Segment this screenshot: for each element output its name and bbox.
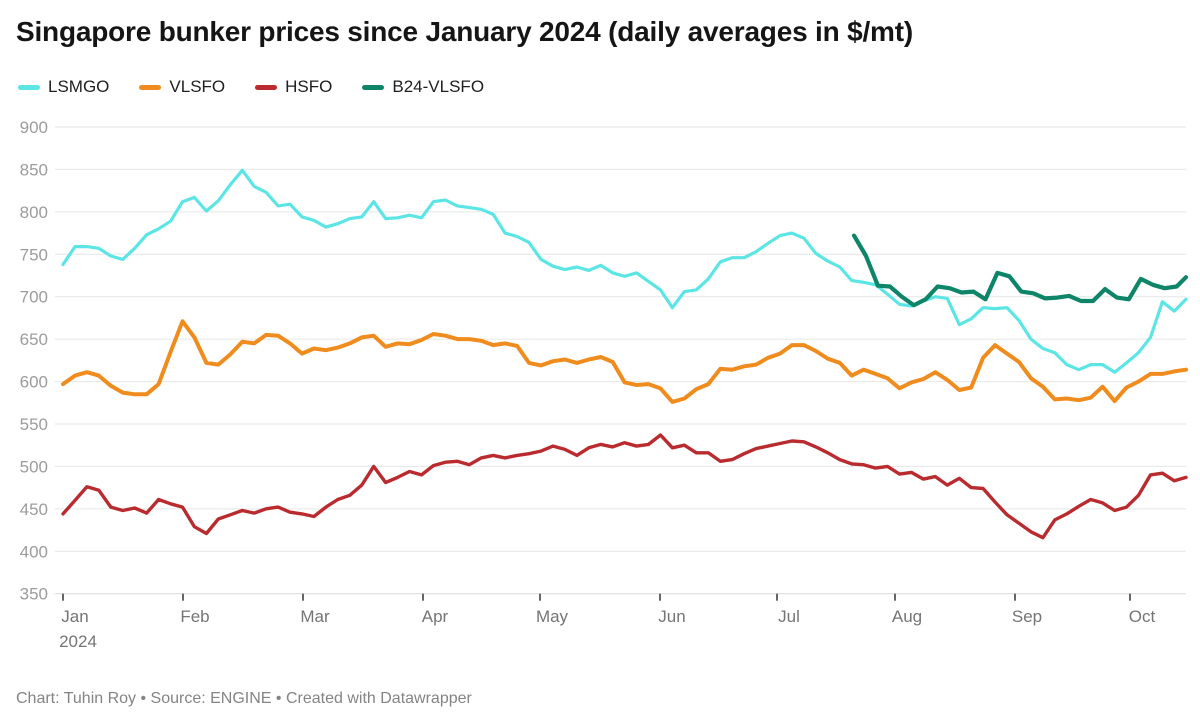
- legend-swatch-vlsfo: [139, 84, 162, 90]
- x-axis-label-May: May: [536, 607, 569, 626]
- y-axis-label-450: 450: [20, 500, 48, 519]
- y-axis-label-700: 700: [20, 288, 48, 307]
- legend-item-b24-vlsfo: B24-VLSFO: [362, 77, 484, 97]
- chart-footer: Chart: Tuhin Roy • Source: ENGINE • Crea…: [16, 690, 472, 708]
- series-line-b24-vlsfo: [851, 233, 1189, 308]
- x-axis-label-Aug: Aug: [892, 607, 922, 626]
- x-axis-label-Jul: Jul: [778, 607, 800, 626]
- y-axis-label-650: 650: [20, 330, 48, 349]
- chart-title: Singapore bunker prices since January 20…: [16, 16, 913, 47]
- y-axis-label-750: 750: [20, 245, 48, 264]
- y-axis-label-850: 850: [20, 160, 48, 179]
- y-axis-label-400: 400: [20, 542, 48, 561]
- y-axis-label-600: 600: [20, 373, 48, 392]
- datawrapper-link[interactable]: Created with Datawrapper: [285, 690, 472, 707]
- legend-item-vlsfo: VLSFO: [139, 77, 225, 97]
- y-axis-label-550: 550: [20, 415, 48, 434]
- x-axis-label-Sep: Sep: [1012, 607, 1042, 626]
- x-axis-label-Jun: Jun: [658, 607, 685, 626]
- x-axis-label-Mar: Mar: [300, 607, 330, 626]
- legend-swatch-hsfo: [255, 84, 278, 90]
- legend-swatch-b24-vlsfo: [362, 84, 385, 90]
- y-axis-label-500: 500: [20, 457, 48, 476]
- y-axis-label-350: 350: [20, 585, 48, 604]
- footer-separator: •: [271, 690, 286, 707]
- legend-label-hsfo: HSFO: [285, 77, 333, 96]
- y-axis-label-800: 800: [20, 203, 48, 222]
- series-line-hsfo: [61, 433, 1188, 540]
- x-axis-year-label: 2024: [59, 632, 97, 651]
- legend-item-hsfo: HSFO: [255, 77, 332, 97]
- legend-label-b24-vlsfo: B24-VLSFO: [392, 77, 485, 96]
- x-axis-label-Jan: Jan: [61, 607, 88, 626]
- footer-credit: Chart: Tuhin Roy • Source: ENGINE: [16, 690, 272, 707]
- legend-swatch-lsmgo: [18, 84, 40, 90]
- series-line-lsmgo: [61, 168, 1188, 374]
- x-axis-label-Feb: Feb: [180, 607, 209, 626]
- legend-label-lsmgo: LSMGO: [48, 77, 110, 96]
- x-axis-label-Apr: Apr: [422, 607, 449, 626]
- legend-label-vlsfo: VLSFO: [169, 77, 226, 96]
- series-line-vlsfo: [61, 319, 1188, 404]
- y-axis-label-900: 900: [20, 118, 48, 137]
- x-axis-label-Oct: Oct: [1129, 607, 1156, 626]
- chart-legend: LSMGO VLSFO HSFO B24-VLSFO: [18, 77, 484, 97]
- legend-item-lsmgo: LSMGO: [18, 77, 109, 97]
